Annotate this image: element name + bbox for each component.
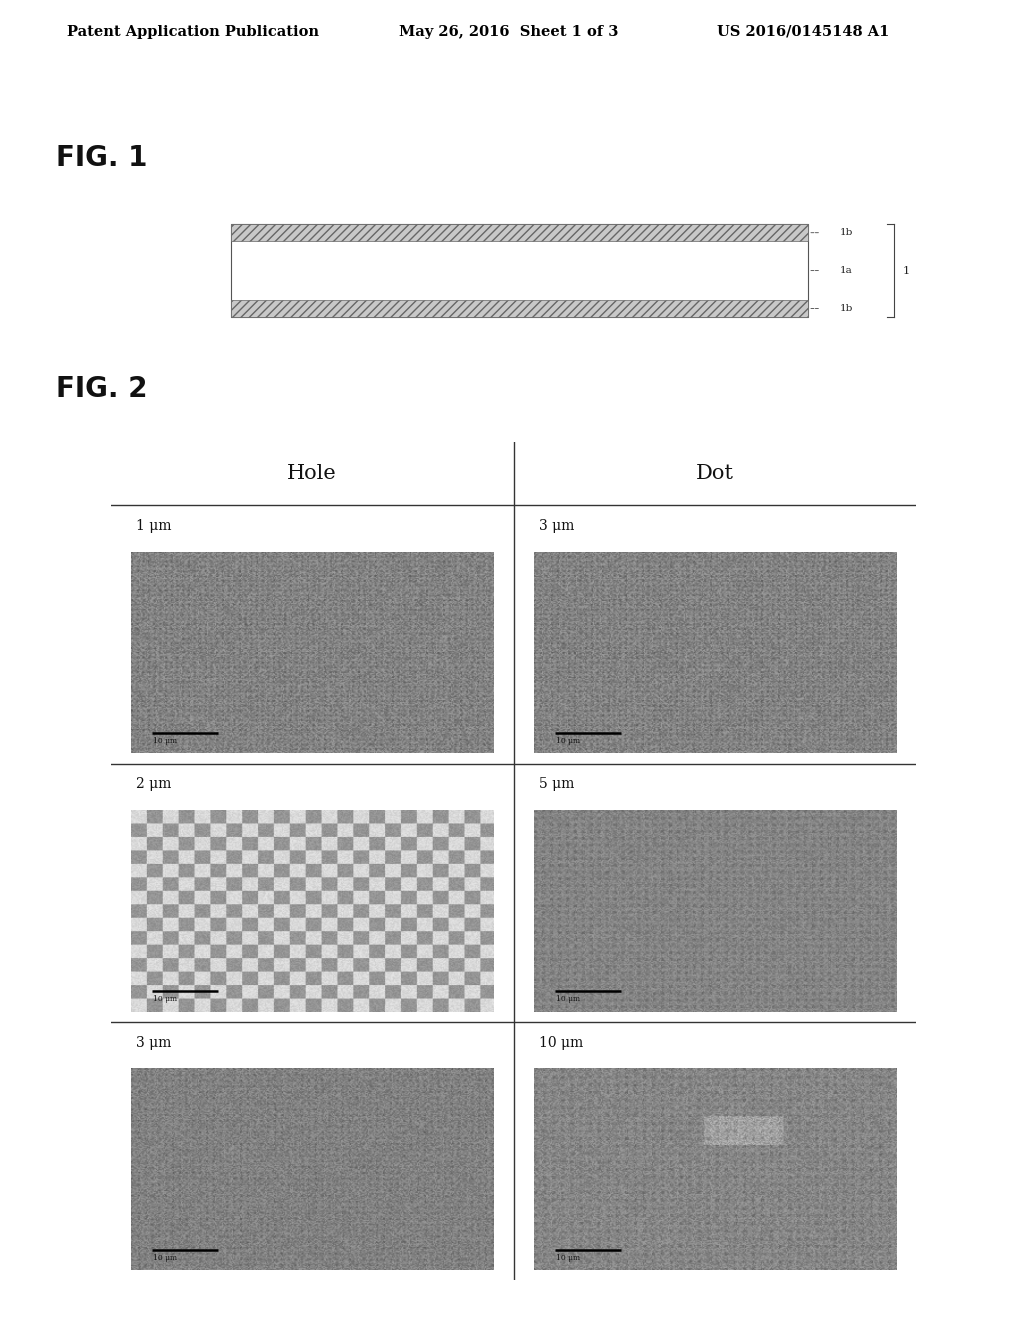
Text: 10 μm: 10 μm [556, 737, 580, 744]
Text: 10 μm: 10 μm [153, 1254, 177, 1262]
Text: FIG. 1: FIG. 1 [56, 144, 147, 173]
Text: 5 μm: 5 μm [539, 777, 573, 791]
Bar [231, 300, 808, 317]
Text: 3 μm: 3 μm [539, 519, 573, 533]
Text: 1b: 1b [840, 228, 853, 238]
Text: 1 μm: 1 μm [135, 519, 171, 533]
Text: Dot: Dot [696, 465, 734, 483]
Text: May 26, 2016  Sheet 1 of 3: May 26, 2016 Sheet 1 of 3 [399, 25, 618, 40]
Text: 1b: 1b [840, 304, 853, 313]
Text: 10 μm: 10 μm [539, 1036, 583, 1049]
Text: Patent Application Publication: Patent Application Publication [67, 25, 318, 40]
Text: 1a: 1a [840, 267, 852, 275]
Text: 10 μm: 10 μm [153, 995, 177, 1003]
Bar [231, 224, 808, 242]
Text: Hole: Hole [287, 465, 337, 483]
Bar [231, 224, 808, 317]
Text: 2 μm: 2 μm [135, 777, 171, 791]
Text: 10 μm: 10 μm [556, 1254, 580, 1262]
Text: 3 μm: 3 μm [135, 1036, 171, 1049]
Text: FIG. 2: FIG. 2 [56, 375, 147, 404]
Text: 10 μm: 10 μm [153, 737, 177, 744]
Text: 10 μm: 10 μm [556, 995, 580, 1003]
Text: US 2016/0145148 A1: US 2016/0145148 A1 [717, 25, 889, 40]
Text: 1: 1 [903, 265, 910, 276]
